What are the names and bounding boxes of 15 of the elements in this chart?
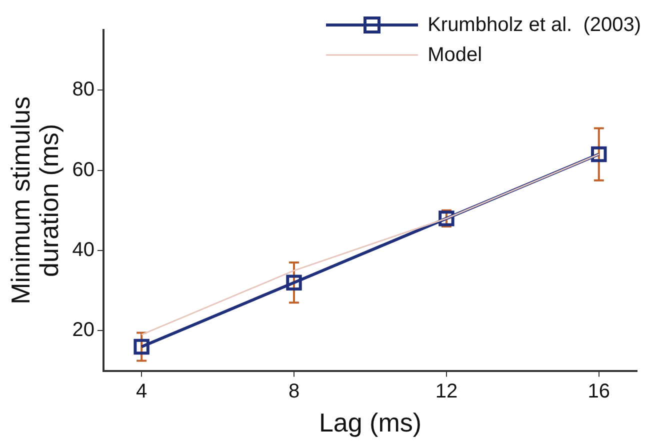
x-tick-label: 12: [435, 380, 458, 402]
point: [591, 146, 607, 162]
x-tick-label: 8: [288, 380, 300, 402]
point: [134, 338, 150, 355]
x-axis-title: Lag (ms): [318, 408, 422, 438]
x-tick-label: 16: [588, 380, 610, 402]
legend-label: Krumbholz et al. (2003): [428, 14, 641, 36]
legend-label: Model: [428, 44, 482, 66]
point: [286, 274, 302, 290]
y-axis-title: Minimum stimulus duration (ms): [5, 96, 64, 304]
y-tick-label: 20: [72, 319, 94, 342]
x-tick-label: 4: [136, 380, 148, 402]
y-tick-label: 40: [72, 239, 94, 262]
y-tick-label: 60: [72, 158, 94, 181]
y-tick-label: 80: [72, 78, 94, 101]
